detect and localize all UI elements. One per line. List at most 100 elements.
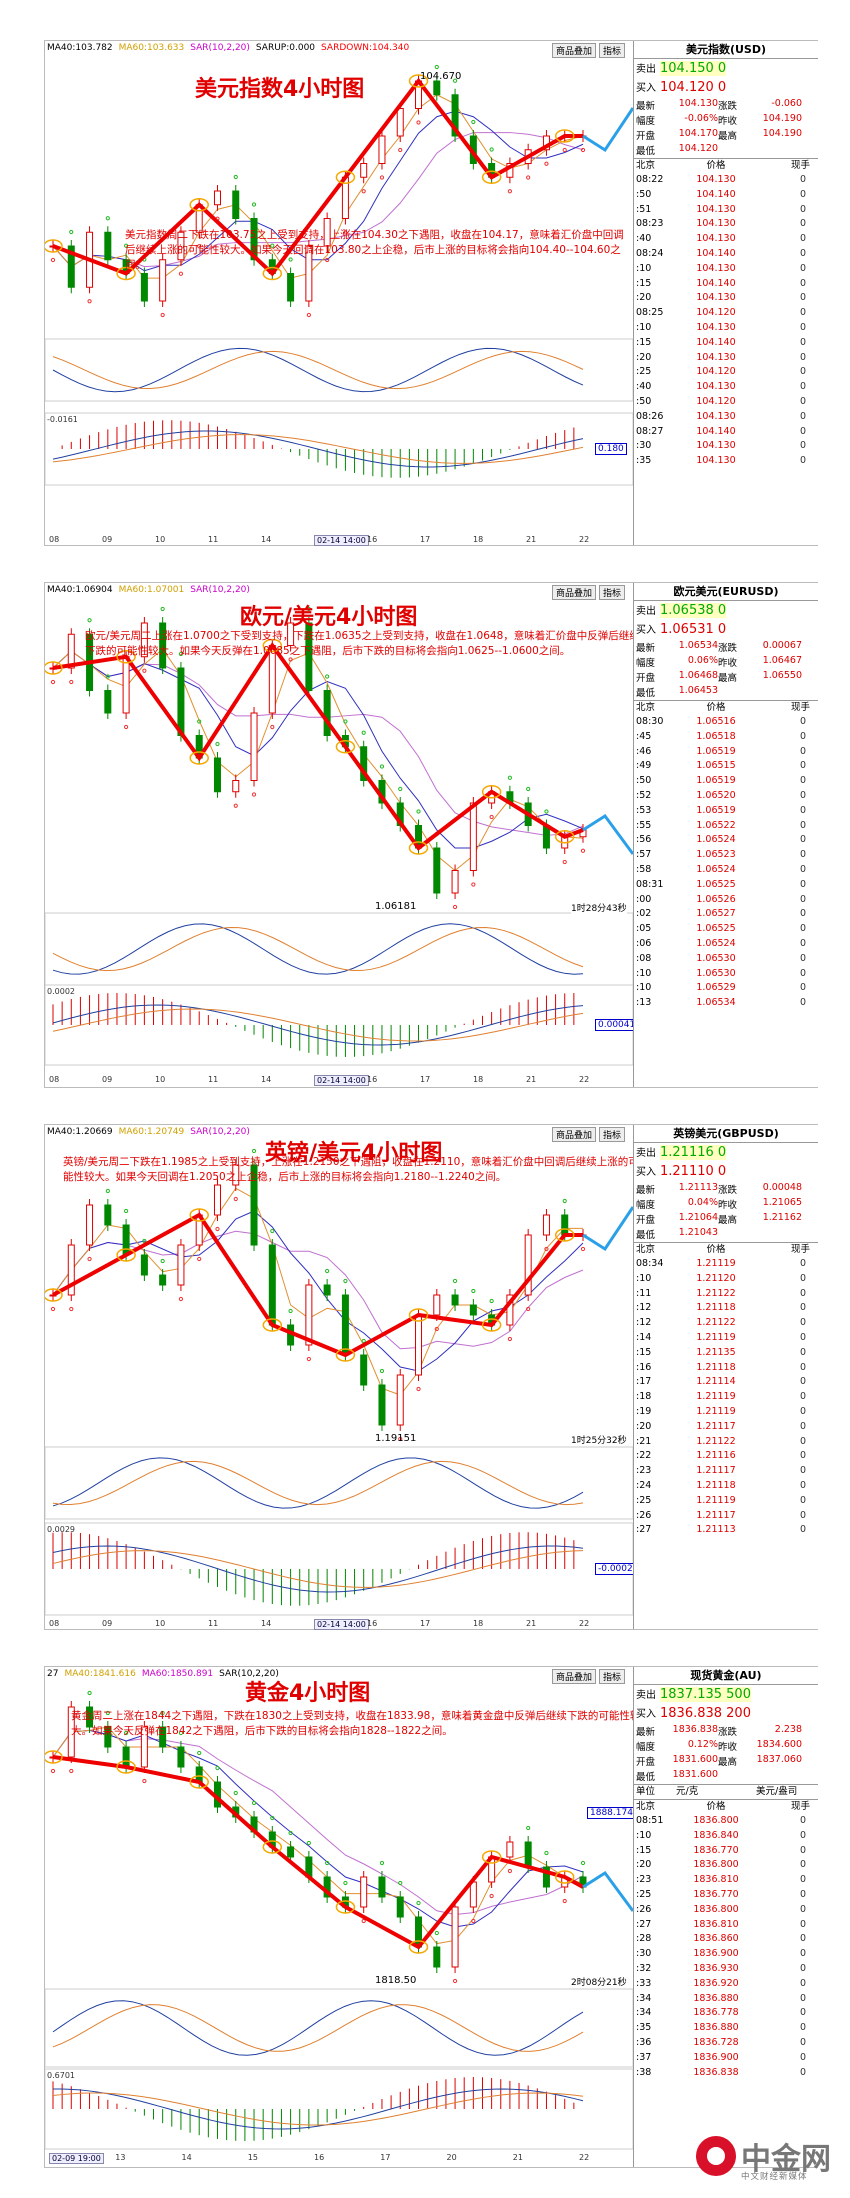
tick-row: 08:30 1.06516 0 [634, 715, 818, 730]
sell-price: 1.06538 0 [660, 603, 727, 618]
ticks-header-cell: 现手 [790, 160, 810, 171]
tick-volume: 0 [799, 1302, 806, 1314]
tick-row: :20 1.21117 0 [634, 1420, 818, 1435]
stat-cell: 最新 [636, 1185, 656, 1196]
indicator-button[interactable]: 指标 [598, 1669, 625, 1684]
tick-volume: 0 [799, 336, 806, 348]
chart-area[interactable]: MA40:103.782 MA60:103.633 SAR(10,2,20) SARU… [45, 41, 633, 546]
sar-dot [142, 1238, 147, 1244]
chart-title: 黄金4小时图 [245, 1681, 371, 1706]
tick-time: 08:23 [636, 218, 664, 230]
sar-dot [197, 1750, 202, 1756]
unit-cell[interactable]: 美元/盎司 [756, 1786, 798, 1797]
tick-row: 08:34 1.21119 0 [634, 1257, 818, 1272]
tick-volume: 0 [799, 381, 806, 393]
tick-price: 1.21113 [696, 1524, 736, 1536]
tick-row: :26 1.21117 0 [634, 1509, 818, 1524]
quote-panel: 现货黄金(AU) 卖出 1837.135 500 买入 1836.838 200 最新 18… [633, 1667, 818, 2167]
sar-dot [50, 1768, 56, 1774]
tick-volume: 0 [799, 863, 806, 875]
sar-dot [580, 1246, 586, 1252]
candle [250, 712, 258, 781]
indicator-button[interactable]: 指标 [598, 43, 625, 58]
trend-zigzag-line [52, 641, 584, 851]
indicator-button[interactable]: 指标 [598, 585, 625, 600]
stat-cell: 1.06534 [678, 640, 718, 651]
tick-time: 08:27 [636, 425, 664, 437]
x-tick-label: 17 [380, 2153, 391, 2162]
candle [232, 1164, 240, 1186]
tick-volume: 0 [799, 1524, 806, 1536]
ticks-header-cell: 现手 [790, 1801, 810, 1812]
indicator-button[interactable]: 指标 [598, 1127, 625, 1142]
tick-row: :10 1.21120 0 [634, 1272, 818, 1287]
tick-volume: 0 [799, 188, 806, 200]
x-tick-label: 18 [473, 1075, 484, 1084]
macd-signal-line [52, 2088, 584, 2130]
unit-cell[interactable]: 单位 [636, 1786, 656, 1797]
pivot-circle [262, 638, 283, 653]
sell-row: 卖出 1837.135 500 [634, 1685, 818, 1704]
sar-dot [87, 1690, 92, 1696]
tick-time: :30 [636, 440, 652, 452]
candle [177, 1746, 185, 1768]
candle [140, 1726, 148, 1768]
sar-dot [288, 1308, 293, 1314]
x-tick-label: 21 [526, 535, 537, 544]
trend-zigzag-line [52, 77, 583, 277]
x-tick-label: 21 [512, 2153, 523, 2162]
pivot-circle [481, 1850, 502, 1864]
tick-volume: 0 [799, 1376, 806, 1388]
tick-price: 1.21119 [696, 1258, 736, 1269]
overlay-button[interactable]: 商品叠加 [551, 585, 596, 600]
candle [122, 1746, 130, 1768]
tick-price: 1.06519 [696, 804, 736, 816]
candle [159, 259, 167, 302]
macd-label: 0.6701 [47, 2071, 75, 2080]
ticks-header-cell: 价格 [706, 702, 726, 713]
stat-cell [718, 143, 752, 157]
stat-cell: 开盘 [636, 1215, 656, 1226]
macd-label: -0.0161 [47, 415, 78, 424]
macd-signal-line [52, 1004, 584, 1046]
stat-cell: 最新 [636, 643, 656, 654]
chart-area[interactable]: MA40:1.20669 MA60:1.20749 SAR(10,2,20) 商品叠加… [45, 1125, 642, 1630]
chart-area[interactable]: MA40:1.06904 MA60:1.07001 SAR(10,2,20) 商品叠加… [45, 583, 640, 1087]
sar-dot [160, 1710, 165, 1716]
tick-price: 1836.880 [693, 1992, 739, 2004]
candle [396, 1374, 404, 1426]
ma-item: MA40:103.782 [47, 43, 113, 53]
stat-cell: 昨收 [718, 1742, 738, 1753]
stat-cell [718, 685, 752, 699]
sar-dot [434, 64, 439, 70]
overlay-button[interactable]: 商品叠加 [551, 1127, 596, 1142]
tick-row: :55 1.06522 0 [634, 819, 818, 834]
tick-row: :05 1.06525 0 [634, 922, 818, 937]
tick-volume: 0 [799, 1918, 806, 1930]
tick-price: 1836.728 [693, 2036, 739, 2048]
pivot-circle [408, 1308, 429, 1322]
overlay-button[interactable]: 商品叠加 [551, 43, 596, 58]
stat-cell: 开盘 [636, 673, 656, 684]
sar-dot [233, 1196, 238, 1202]
sell-row: 卖出 1.06538 0 [634, 601, 818, 620]
sar-dot [105, 1188, 110, 1194]
candle [250, 218, 258, 261]
tick-row: :06 1.06524 0 [634, 937, 818, 952]
candle [287, 622, 295, 646]
stat-cell: -0.060 [771, 98, 802, 109]
pivot-circle [554, 1870, 575, 1884]
tick-volume: 0 [799, 745, 806, 757]
chart-area[interactable]: 27 MA40:1841.616 MA60:1850.891 SAR(10,2,20)… [45, 1667, 640, 2167]
tick-price: 104.120 [696, 395, 736, 407]
overlay-button[interactable]: 商品叠加 [551, 1669, 596, 1684]
tick-time: :58 [636, 863, 652, 875]
pivot-circle [116, 266, 136, 281]
sar-dot [178, 651, 184, 657]
sar-dot [361, 730, 366, 735]
candle [469, 802, 477, 871]
tick-volume: 0 [799, 760, 806, 772]
unit-cell[interactable]: 元/克 [676, 1786, 699, 1797]
x-tick-label: 02-14 14:00 [314, 535, 369, 546]
buy-label: 买入 [636, 1167, 656, 1178]
